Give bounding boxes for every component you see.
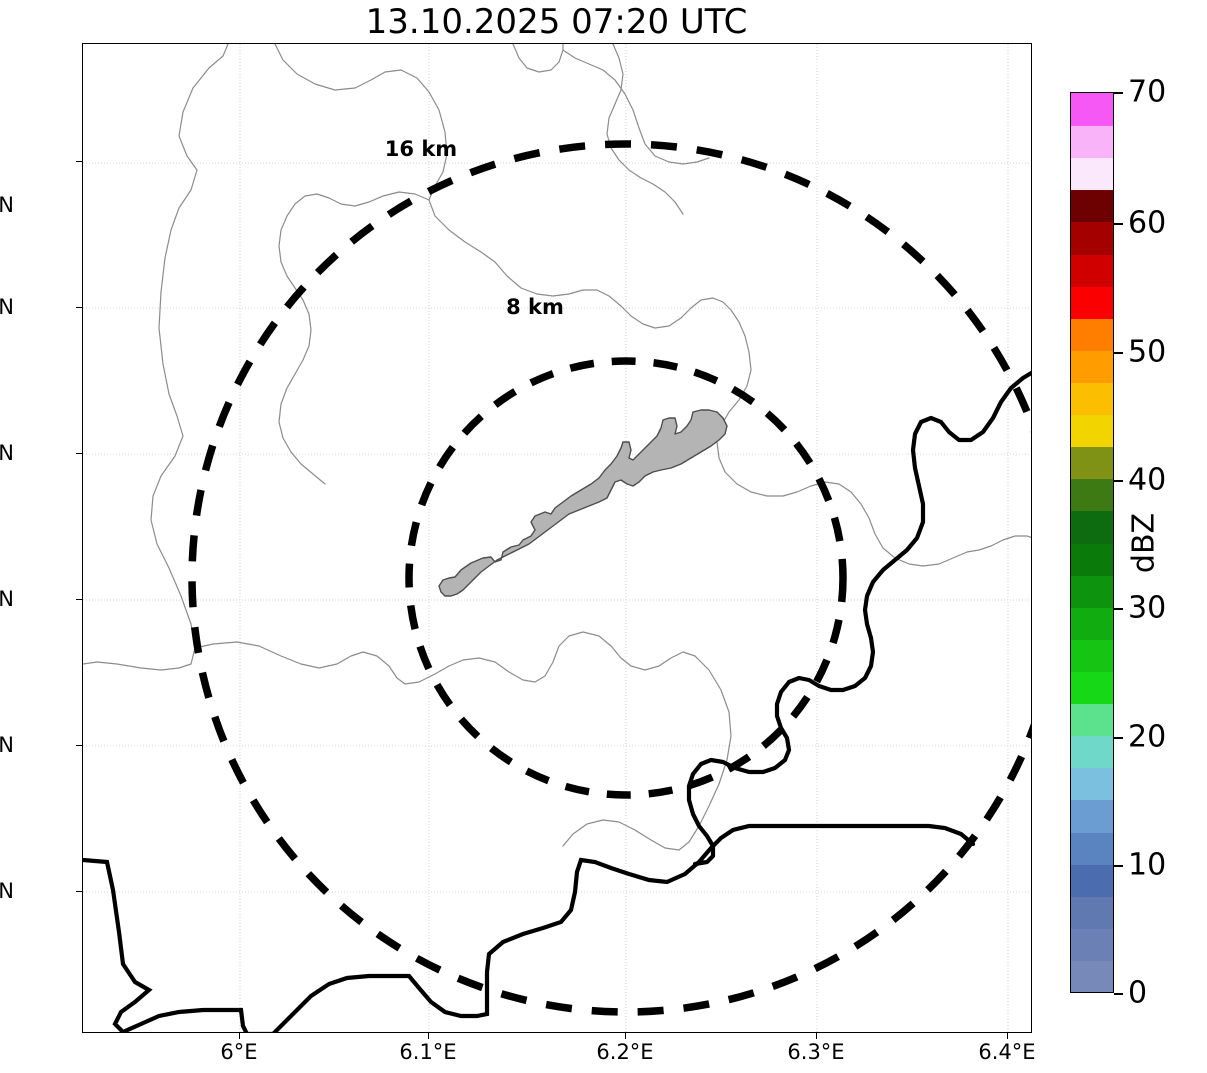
colorbar-band <box>1071 703 1113 737</box>
dbz-colorbar[interactable] <box>1070 92 1114 993</box>
national-border-thick <box>686 370 1031 867</box>
colorbar-tick-label: 0 <box>1128 975 1148 1011</box>
lon-tick-label: 6.4°E <box>978 1040 1036 1064</box>
lat-tick-mark <box>76 599 82 601</box>
colorbar-band <box>1071 189 1113 223</box>
lake-polygon <box>438 409 728 597</box>
colorbar-band <box>1071 542 1113 576</box>
range-ring-label-16km: 16 km <box>385 137 457 161</box>
colorbar-tick-label: 50 <box>1128 334 1167 370</box>
lon-tick-mark <box>816 1033 818 1039</box>
lon-tick-mark <box>1007 1033 1009 1039</box>
lat-tick-label: 49.7°N <box>0 295 14 319</box>
colorbar-band <box>1071 510 1113 544</box>
colorbar-tick-label: 30 <box>1128 590 1167 626</box>
lon-tick-mark <box>239 1033 241 1039</box>
colorbar-tick-mark <box>1114 352 1123 354</box>
lat-tick-mark <box>76 307 82 309</box>
colorbar-tick-label: 60 <box>1128 205 1167 241</box>
colorbar-band <box>1071 157 1113 191</box>
colorbar-tick-mark <box>1114 993 1123 995</box>
map-gridlines <box>83 44 1031 1032</box>
lon-tick-label: 6°E <box>220 1040 258 1064</box>
map-graphics: 16 km 8 km <box>83 44 1031 1032</box>
colorbar-band <box>1071 381 1113 416</box>
national-border-south <box>83 823 976 1032</box>
lat-tick-label: 49.55°N <box>0 733 14 757</box>
lat-tick-mark <box>76 891 82 893</box>
colorbar-tick-mark <box>1114 480 1123 482</box>
colorbar-band <box>1071 349 1113 384</box>
colorbar-band <box>1071 767 1113 801</box>
colorbar-axis-label: dBZ <box>1126 512 1162 574</box>
admin-boundaries-thin <box>83 44 1031 851</box>
lat-tick-label: 49.6°N <box>0 587 14 611</box>
colorbar-band <box>1071 895 1113 929</box>
colorbar-band <box>1071 125 1113 159</box>
colorbar-tick-mark <box>1114 92 1123 94</box>
colorbar-band <box>1071 414 1113 448</box>
colorbar-band <box>1071 735 1113 769</box>
map-plot-area[interactable]: 16 km 8 km <box>82 43 1032 1033</box>
lon-tick-label: 6.1°E <box>399 1040 457 1064</box>
colorbar-tick-mark <box>1114 737 1123 739</box>
lat-tick-mark <box>76 161 82 163</box>
colorbar-band <box>1071 799 1113 833</box>
lon-tick-mark <box>625 1033 627 1039</box>
colorbar-band <box>1071 863 1113 897</box>
colorbar-band <box>1071 317 1113 351</box>
colorbar-tick-mark <box>1114 865 1123 867</box>
colorbar-band <box>1071 831 1113 865</box>
colorbar-band <box>1071 93 1113 127</box>
colorbar-tick-label: 40 <box>1128 462 1167 498</box>
figure-title: 13.10.2025 07:20 UTC <box>365 2 748 42</box>
colorbar-band <box>1071 638 1113 672</box>
colorbar-tick-label: 10 <box>1128 847 1167 883</box>
colorbar-band <box>1071 959 1113 992</box>
range-ring-label-8km: 8 km <box>506 295 564 319</box>
colorbar-band <box>1071 927 1113 961</box>
colorbar-tick-mark <box>1114 223 1123 225</box>
lat-tick-mark <box>76 453 82 455</box>
colorbar-band <box>1071 285 1113 319</box>
colorbar-band <box>1071 606 1113 640</box>
lat-tick-label: 49.5°N <box>0 879 14 903</box>
colorbar-tick-label: 70 <box>1128 74 1167 110</box>
range-ring-8km <box>405 357 847 799</box>
colorbar-band <box>1071 574 1113 608</box>
lon-tick-label: 6.2°E <box>596 1040 654 1064</box>
lat-tick-label: 49.65°N <box>0 441 14 465</box>
lat-tick-mark <box>76 745 82 747</box>
colorbar-band <box>1071 253 1113 287</box>
colorbar-tick-label: 20 <box>1128 719 1167 755</box>
lon-tick-label: 6.3°E <box>787 1040 845 1064</box>
colorbar-band <box>1071 670 1113 705</box>
colorbar-band <box>1071 221 1113 255</box>
lon-tick-mark <box>428 1033 430 1039</box>
range-ring-16km <box>188 140 1031 1016</box>
colorbar-tick-mark <box>1114 608 1123 610</box>
lat-tick-label: 49.75°N <box>0 193 14 217</box>
colorbar-band <box>1071 478 1113 512</box>
colorbar-band <box>1071 446 1113 480</box>
